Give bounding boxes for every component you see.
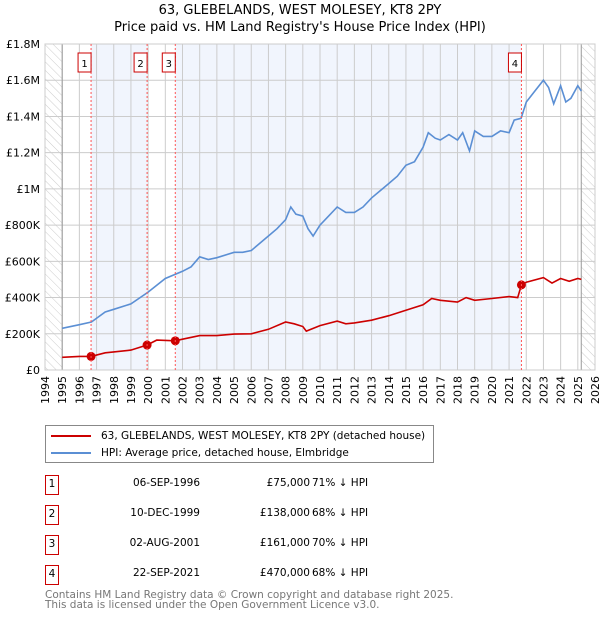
y-tick-label: £800K <box>5 219 41 232</box>
y-tick-label: £1.6M <box>6 74 40 87</box>
x-tick-label: 2002 <box>177 376 190 404</box>
footer: Contains HM Land Registry data © Crown c… <box>45 589 454 611</box>
sale-label: 4 <box>512 59 518 70</box>
price-chart: 1994 1995 1996 1997 1998 1999 2000 2001 2002 2003… <box>5 38 600 404</box>
x-tick-label: 2008 <box>280 376 293 404</box>
x-tick-label: 1994 <box>39 376 52 404</box>
x-tick-label: 2025 <box>572 376 585 404</box>
x-tick-label: 2005 <box>228 376 241 404</box>
hpi-diff: 68% ↓ HPI <box>312 567 369 579</box>
sale-price: £470,000 <box>259 567 310 579</box>
table-row: 2 10-DEC-1999 £138,000 68% ↓ HPI <box>45 505 465 525</box>
x-tick-label: 1995 <box>56 376 69 404</box>
footer-licence: This data is licensed under the Open Gov… <box>45 599 380 611</box>
y-tick-label: £1.8M <box>6 38 40 51</box>
sale-label-box <box>77 52 92 73</box>
x-tick-label: 2026 <box>589 376 600 404</box>
sale-marker-badge: 1 <box>45 475 59 495</box>
hpi-line <box>62 78 582 330</box>
x-tick-label: 2024 <box>555 376 568 404</box>
legend-item-hpi: HPI: Average price, detached house, Elmb… <box>46 445 349 461</box>
sale-marker-badge: 3 <box>45 535 59 555</box>
sale-date: 02-AUG-2001 <box>129 537 200 549</box>
x-tick-label: 2015 <box>400 376 413 404</box>
x-tick-label: 2009 <box>297 376 310 404</box>
y-tick-label: £1M <box>17 183 41 196</box>
y-tick-label: £1.4M <box>6 110 40 123</box>
x-tick-label: 2000 <box>142 376 155 404</box>
shaded-period <box>91 44 148 370</box>
table-row: 1 06-SEP-1996 £75,000 71% ↓ HPI <box>45 475 465 495</box>
sale-label: 2 <box>137 59 143 70</box>
x-tick-label: 1999 <box>125 376 138 404</box>
x-tick-label: 2017 <box>434 376 447 404</box>
sale-price: £161,000 <box>259 537 310 549</box>
chart-title: 63, GLEBELANDS, WEST MOLESEY, KT8 2PY <box>158 3 442 18</box>
sale-label-box <box>507 52 522 73</box>
plot-frame <box>44 43 596 371</box>
x-tick-label: 1996 <box>73 376 86 404</box>
legend-item-property: 63, GLEBELANDS, WEST MOLESEY, KT8 2PY (d… <box>46 428 425 444</box>
no-data-hatch-left <box>45 44 63 370</box>
footer-copyright: Contains HM Land Registry data © Crown c… <box>45 589 454 601</box>
no-data-hatch-right <box>581 44 595 370</box>
hpi-diff: 68% ↓ HPI <box>312 507 369 519</box>
x-tick-label: 2013 <box>366 376 379 404</box>
hpi-diff: 70% ↓ HPI <box>312 537 369 549</box>
x-tick-label: 2010 <box>314 376 327 404</box>
x-tick-label: 1998 <box>108 376 121 404</box>
sale-label-box <box>133 52 148 73</box>
shaded-period <box>175 44 522 370</box>
x-tick-label: 2003 <box>194 376 207 404</box>
sale-price: £75,000 <box>266 477 310 489</box>
x-tick-label: 2016 <box>417 376 430 404</box>
sale-marker-badge: 2 <box>45 505 59 525</box>
x-tick-label: 1997 <box>91 376 104 404</box>
sale-price: £138,000 <box>259 507 310 519</box>
table-row: 4 22-SEP-2021 £470,000 68% ↓ HPI <box>45 565 465 585</box>
legend: 63, GLEBELANDS, WEST MOLESEY, KT8 2PY (d… <box>45 425 434 463</box>
x-tick-label: 2021 <box>503 376 516 404</box>
x-tick-label: 2020 <box>486 376 499 404</box>
sale-marker-badge: 4 <box>45 565 59 585</box>
y-tick-label: £1.2M <box>6 147 40 160</box>
table-row: 3 02-AUG-2001 £161,000 70% ↓ HPI <box>45 535 465 555</box>
x-tick-label: 2004 <box>211 376 224 404</box>
x-tick-label: 2019 <box>469 376 482 404</box>
y-tick-label: £600K <box>5 255 41 268</box>
legend-label: 63, GLEBELANDS, WEST MOLESEY, KT8 2PY (d… <box>101 430 426 442</box>
y-tick-label: £200K <box>5 328 41 341</box>
legend-swatch-red <box>51 435 91 437</box>
legend-label: HPI: Average price, detached house, Elmb… <box>101 447 349 459</box>
x-tick-label: 2022 <box>520 376 533 404</box>
x-tick-label: 2001 <box>159 376 172 404</box>
sale-label: 3 <box>166 59 172 70</box>
x-tick-label: 2023 <box>537 376 550 404</box>
sale-label-box <box>161 52 176 73</box>
sale-date: 22-SEP-2021 <box>132 567 200 579</box>
x-tick-label: 2018 <box>452 376 465 404</box>
x-tick-label: 2014 <box>383 376 396 404</box>
sale-label: 1 <box>81 59 87 70</box>
x-tick-label: 2006 <box>245 376 258 404</box>
hpi-diff: 71% ↓ HPI <box>312 477 369 489</box>
sale-date: 10-DEC-1999 <box>130 507 200 519</box>
y-tick-label: £400K <box>5 292 41 305</box>
legend-swatch-blue <box>51 452 91 454</box>
x-tick-label: 2007 <box>262 376 275 404</box>
y-tick-label: £0 <box>26 364 40 377</box>
chart-subtitle: Price paid vs. HM Land Registry's House … <box>114 20 486 35</box>
x-tick-label: 2012 <box>348 376 361 404</box>
x-tick-label: 2011 <box>331 376 344 404</box>
sale-date: 06-SEP-1996 <box>132 477 200 489</box>
